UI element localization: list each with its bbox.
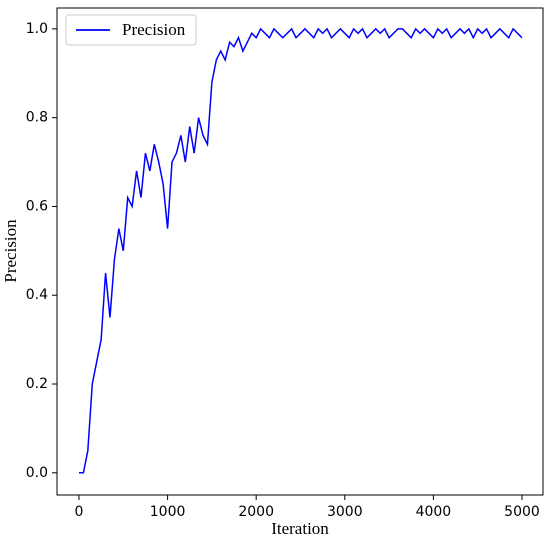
x-tick-label: 5000 bbox=[504, 504, 540, 520]
data-line bbox=[78, 27, 523, 474]
x-axis-label: Iteration bbox=[271, 519, 329, 538]
y-axis-label: Precision bbox=[1, 219, 20, 283]
y-tick-label: 0.8 bbox=[26, 110, 48, 126]
legend-box bbox=[65, 14, 197, 46]
y-tick-label: 0.6 bbox=[26, 198, 48, 214]
y-tick-label: 0.0 bbox=[26, 465, 48, 481]
y-tick-label: 1.0 bbox=[26, 21, 48, 37]
y-tick-label: 0.4 bbox=[26, 287, 48, 303]
x-tick-label: 2000 bbox=[238, 504, 274, 520]
plot-frame bbox=[56, 7, 544, 496]
y-tick-label: 0.2 bbox=[26, 376, 48, 392]
legend-label: Precision bbox=[122, 20, 186, 39]
x-tick-label: 1000 bbox=[150, 504, 186, 520]
x-tick-label: 3000 bbox=[327, 504, 363, 520]
x-tick-label: 4000 bbox=[416, 504, 452, 520]
x-tick-label: 0 bbox=[75, 504, 84, 520]
